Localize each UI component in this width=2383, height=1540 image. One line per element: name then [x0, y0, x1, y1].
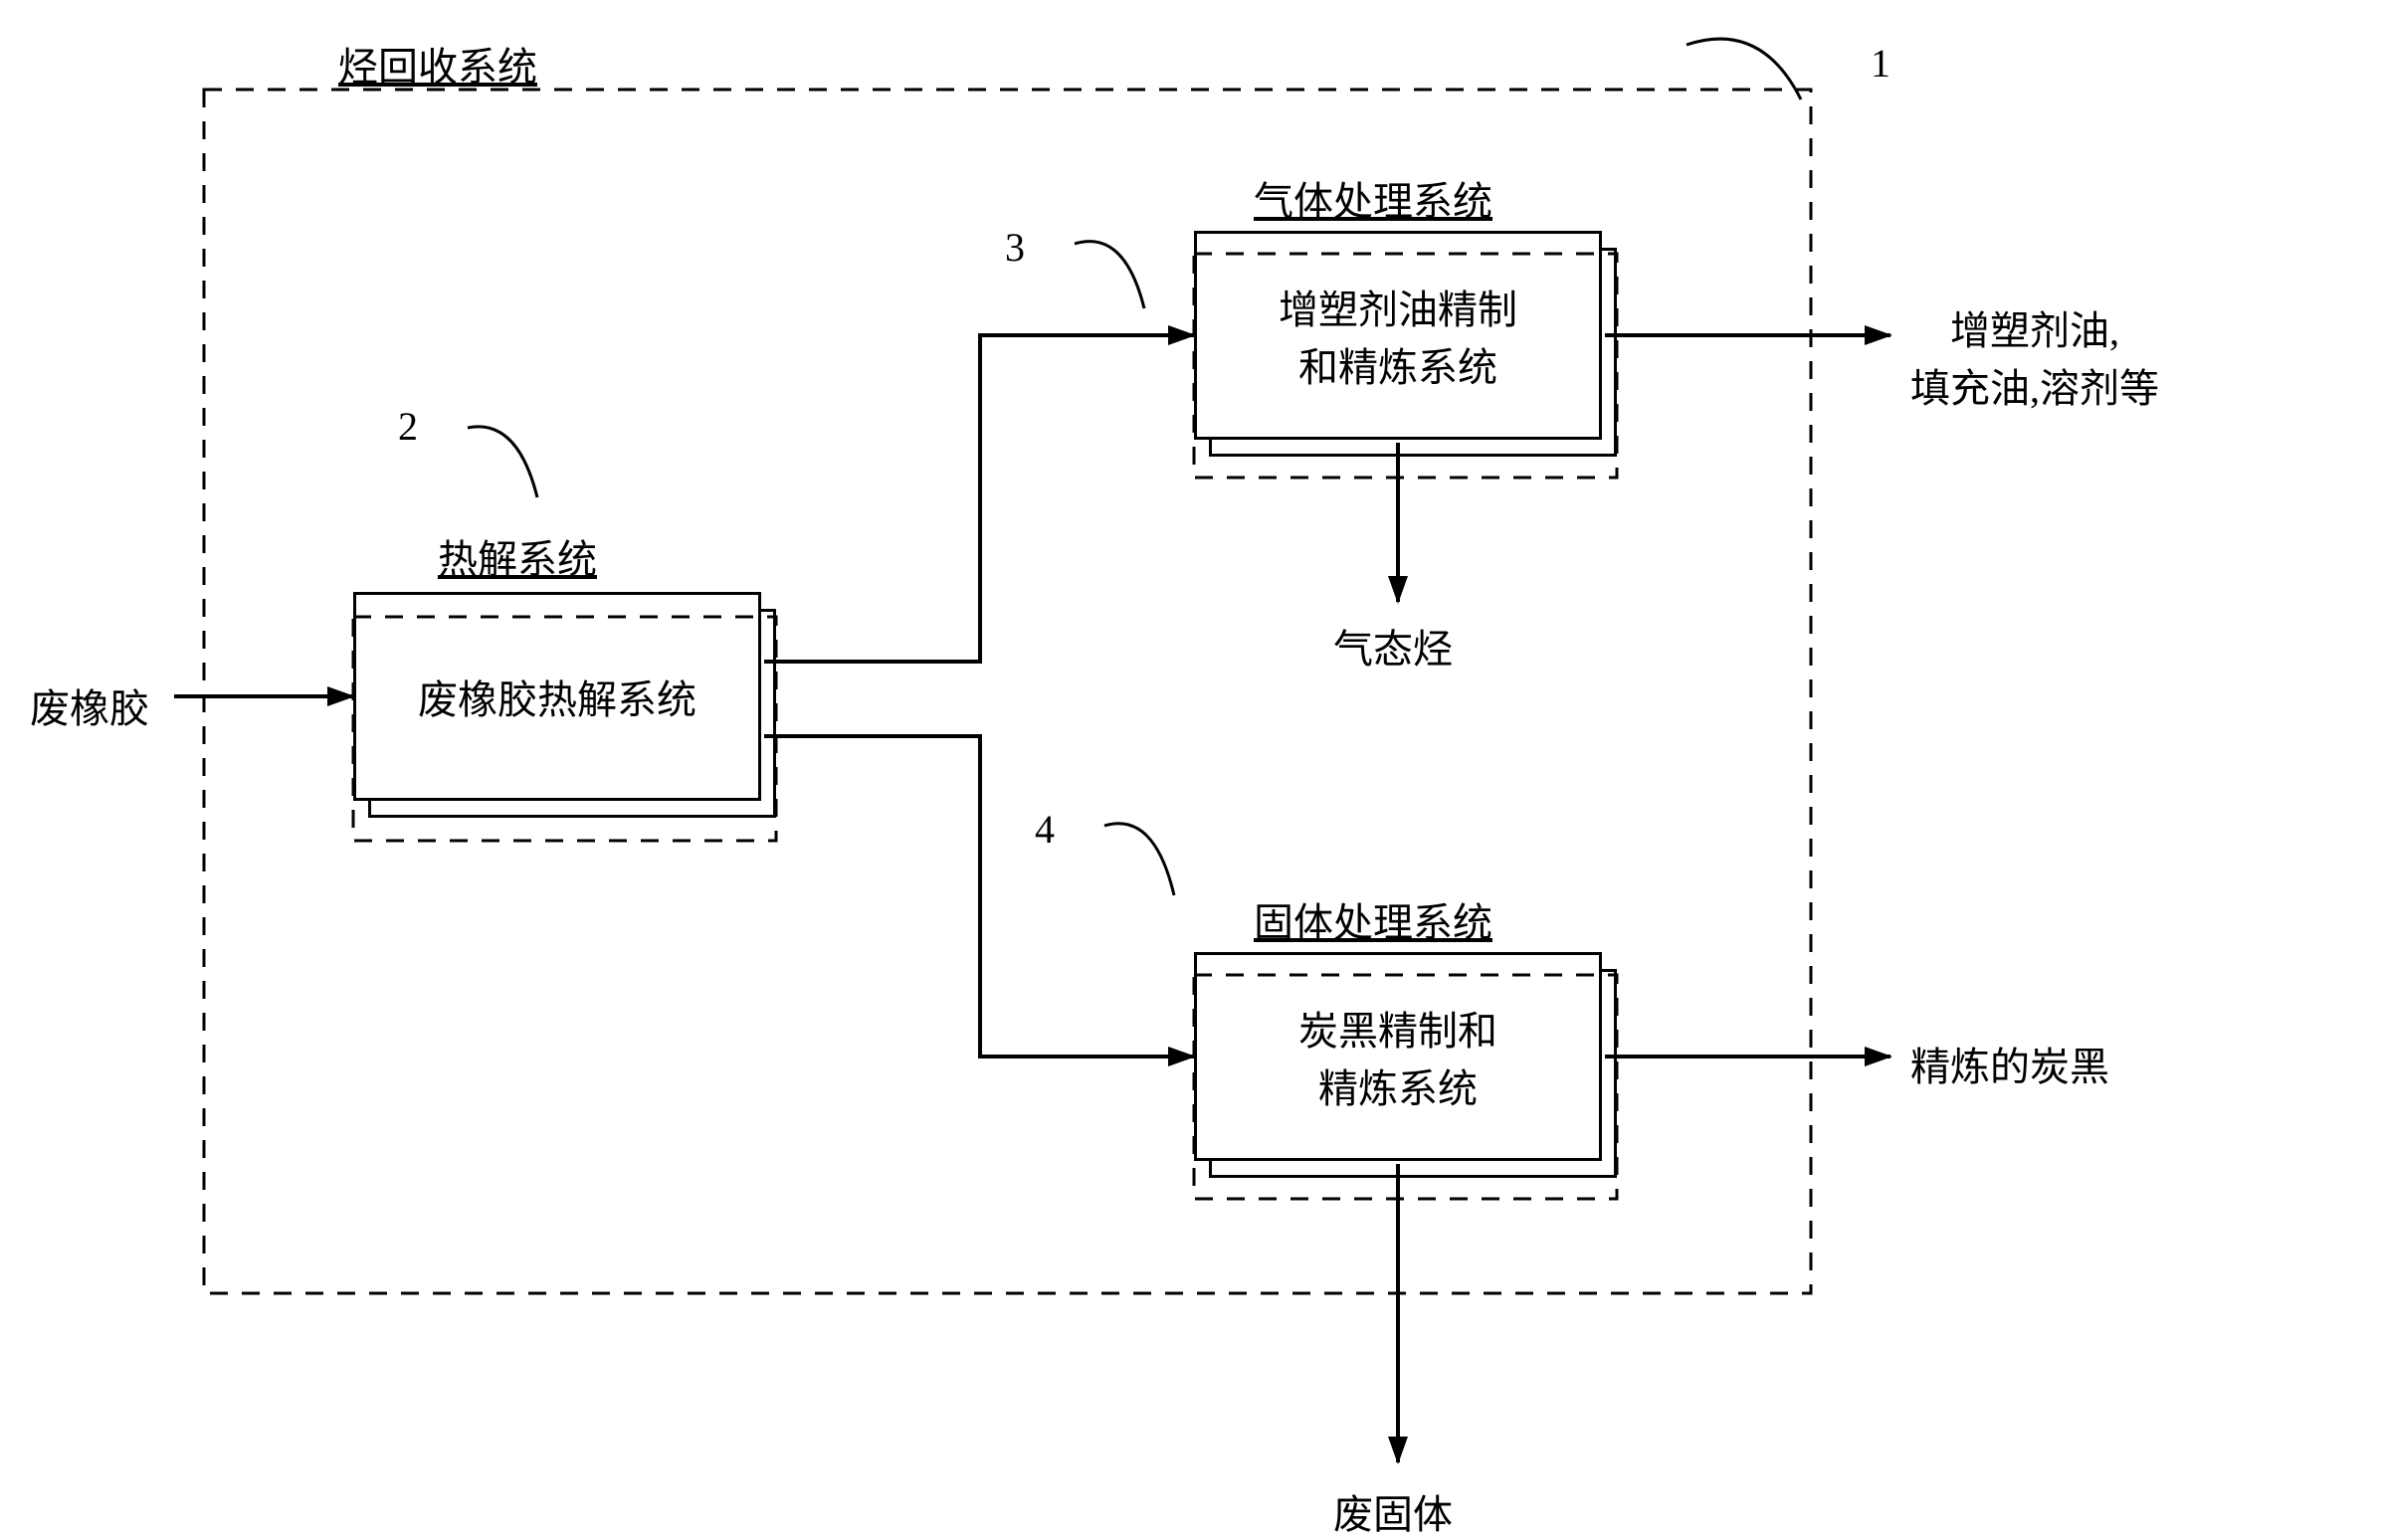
solid-output-down-label: 废固体	[1333, 1482, 1453, 1540]
input-label: 废橡胶	[30, 676, 149, 734]
ref-1: 1	[1871, 40, 1890, 87]
gas-subsystem-title: 气体处理系统	[1254, 169, 1492, 227]
pyrolysis-to-solid	[764, 736, 1194, 1057]
solid-output-right-label: 精炼的炭黑	[1910, 1035, 2109, 1092]
gas-box: 增塑剂油精制 和精炼系统	[1194, 231, 1602, 440]
ref-3: 3	[1005, 224, 1025, 271]
ref-4: 4	[1035, 806, 1055, 853]
gas-output-down-label: 气态烃	[1333, 617, 1453, 674]
outer-system-title: 烃回收系统	[338, 35, 537, 93]
pyrolysis-to-gas	[764, 335, 1194, 662]
ref-2: 2	[398, 403, 418, 450]
gas-output-right-label: 增塑剂油, 填充油,溶剂等	[1910, 298, 2159, 414]
pyrolysis-subsystem-title: 热解系统	[438, 527, 597, 585]
gas-box-text: 增塑剂油精制 和精炼系统	[1279, 278, 1517, 393]
pyrolysis-box: 废橡胶热解系统	[353, 592, 761, 801]
pyrolysis-box-text: 废橡胶热解系统	[418, 668, 696, 725]
solid-box: 炭黑精制和 精炼系统	[1194, 952, 1602, 1161]
solid-box-text: 炭黑精制和 精炼系统	[1298, 999, 1497, 1114]
solid-subsystem-title: 固体处理系统	[1254, 890, 1492, 948]
